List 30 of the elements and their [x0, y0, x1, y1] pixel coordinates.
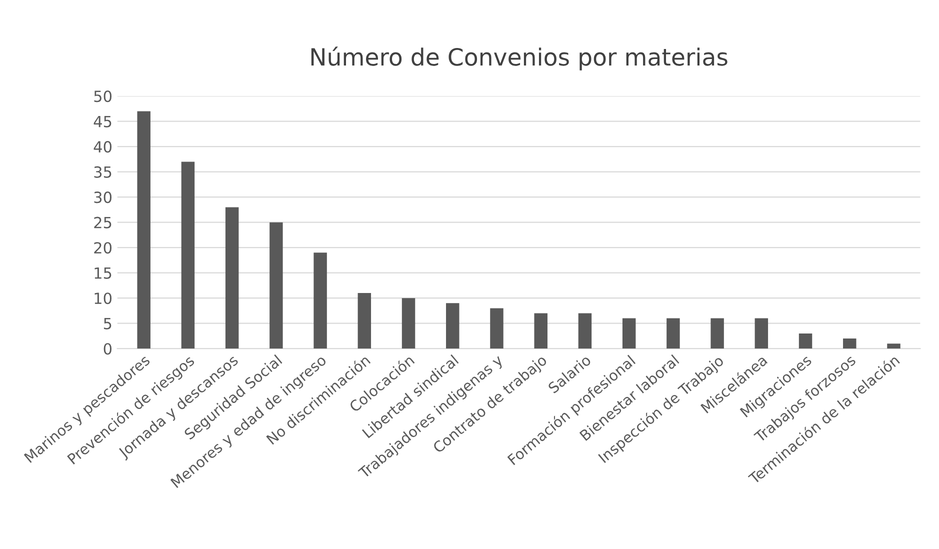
bar [270, 222, 283, 349]
y-tick-label: 5 [104, 318, 112, 330]
bar [754, 318, 768, 349]
bar [137, 111, 150, 349]
bar [446, 303, 460, 349]
bar [710, 318, 724, 349]
y-tick-label: 10 [94, 292, 112, 304]
bar [578, 313, 592, 349]
bar [181, 162, 195, 349]
bar [490, 308, 504, 349]
y-tick-label: 25 [94, 216, 112, 228]
bar [534, 313, 548, 349]
bar [887, 344, 900, 349]
chart-title: Número de Convenios por materias [311, 46, 728, 70]
y-tick-label: 50 [94, 90, 112, 102]
bar [314, 252, 327, 349]
bar [225, 207, 239, 349]
y-tick-label: 45 [94, 116, 112, 128]
y-tick-label: 20 [94, 242, 112, 254]
bar [798, 333, 812, 349]
y-tick-label: 0 [104, 343, 112, 355]
y-tick-label: 35 [94, 166, 112, 178]
bar [843, 338, 856, 349]
bar [402, 298, 416, 349]
bar [358, 293, 372, 349]
y-tick-label: 15 [94, 268, 112, 279]
y-tick-label: 40 [94, 141, 112, 153]
bar [666, 318, 680, 349]
y-tick-label: 30 [94, 192, 112, 204]
bar [622, 318, 636, 349]
